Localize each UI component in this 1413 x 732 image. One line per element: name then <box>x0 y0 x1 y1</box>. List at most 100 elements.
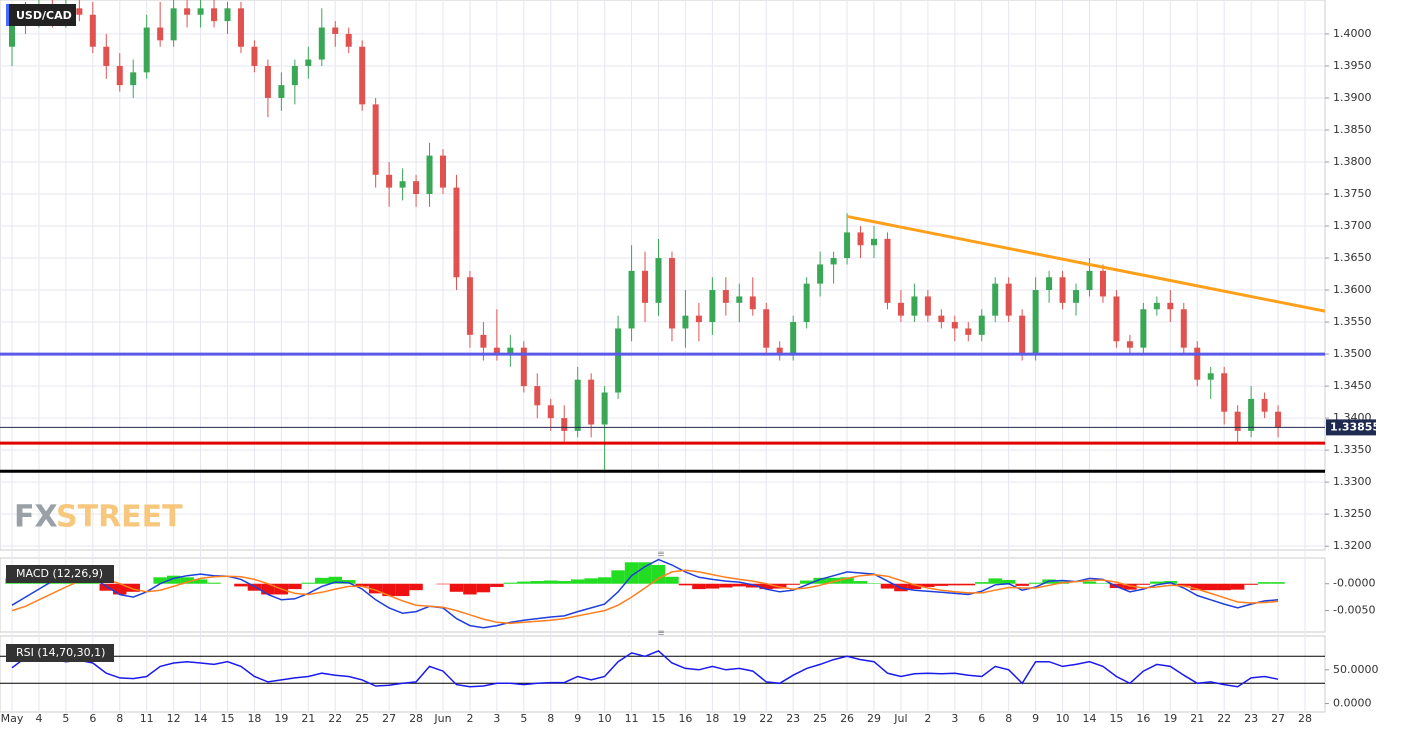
symbol-box <box>8 4 76 26</box>
candle-body <box>116 65 123 86</box>
candle-body <box>830 258 837 265</box>
candle-body <box>695 315 702 323</box>
x-tick-label: 19 <box>732 712 746 725</box>
macd-histogram-bar <box>921 583 935 587</box>
macd-histogram-bar <box>234 583 248 587</box>
candle-body <box>884 238 891 303</box>
candle-body <box>1046 277 1053 291</box>
candle-body <box>736 296 743 303</box>
macd-histogram-bar <box>1001 579 1016 584</box>
macd-histogram-bar <box>597 577 612 584</box>
candle-body <box>588 379 595 425</box>
candle-body <box>601 392 608 425</box>
macd-histogram-bar <box>126 583 140 592</box>
candle-body <box>763 309 770 348</box>
candle-body <box>951 322 958 329</box>
candle-body <box>978 315 985 335</box>
x-tick-label: 12 <box>167 712 181 725</box>
x-tick-label: 8 <box>547 712 554 725</box>
macd-histogram-bar <box>678 583 693 586</box>
macd-histogram-bar <box>113 583 127 595</box>
macd-label: MACD (12,26,9) <box>16 567 103 580</box>
y-tick-label: 1.3350 <box>1333 443 1372 456</box>
rsi-panel <box>0 635 1326 713</box>
x-tick-label: 19 <box>274 712 288 725</box>
panel-handle[interactable]: ≡ <box>657 550 665 560</box>
candle-body <box>668 258 675 329</box>
x-tick-label: 9 <box>1032 712 1039 725</box>
y-tick-label: 1.3250 <box>1333 507 1372 520</box>
macd-histogram-bar <box>503 582 518 584</box>
candle-body <box>965 328 972 335</box>
candle-body <box>1126 341 1133 348</box>
macd-histogram-bar <box>570 579 585 584</box>
candle-body <box>790 322 797 355</box>
candle-body <box>9 21 15 47</box>
candle-body <box>440 155 446 188</box>
candle-body <box>130 72 137 86</box>
y-tick-label: 50.0000 <box>1333 663 1379 676</box>
candle-body <box>1194 347 1201 380</box>
macd-histogram-bar <box>207 582 221 584</box>
candle-body <box>211 8 218 22</box>
candle-body <box>305 59 312 66</box>
x-tick-label: 18 <box>705 712 719 725</box>
y-tick-label: -0.0050 <box>1333 604 1375 617</box>
macd-histogram-bar <box>907 583 922 590</box>
y-tick-label: 1.3950 <box>1333 59 1372 72</box>
panel-handle[interactable]: ≡ <box>657 629 665 639</box>
candle-body <box>1153 302 1160 310</box>
y-tick-label: 1.3550 <box>1333 315 1372 328</box>
macd-histogram-bar <box>867 583 881 584</box>
x-tick-label: 10 <box>1056 712 1070 725</box>
candle-body <box>197 8 204 15</box>
macd-histogram-bar <box>382 583 396 597</box>
macd-histogram-bar <box>988 578 1002 584</box>
x-tick-label: 10 <box>598 712 612 725</box>
candle-body <box>89 14 96 47</box>
macd-histogram-bar <box>301 582 316 584</box>
x-tick-label: 18 <box>247 712 261 725</box>
macd-histogram-bar <box>436 583 450 585</box>
candle-body <box>372 104 379 175</box>
candle-body <box>480 334 487 348</box>
last-price-tag <box>1326 419 1376 436</box>
candle-body <box>426 155 433 195</box>
watermark-right: STREET <box>56 500 183 535</box>
candle-body <box>345 33 352 47</box>
x-tick-label: 28 <box>1298 712 1312 725</box>
candle-body <box>722 290 729 303</box>
macd-histogram-bar <box>719 583 733 588</box>
macd-histogram-bar <box>692 583 706 590</box>
y-tick-label: 1.3600 <box>1333 283 1372 296</box>
candle-body <box>413 181 420 195</box>
candle-body <box>1167 302 1174 310</box>
x-tick-label: 21 <box>301 712 315 725</box>
macd-histogram-bar <box>961 583 976 586</box>
macd-histogram-bar <box>611 570 625 584</box>
y-tick-label: 1.3900 <box>1333 91 1372 104</box>
y-tick-label: 1.3500 <box>1333 347 1372 360</box>
x-tick-label: 5 <box>520 712 527 725</box>
candle-body <box>1207 373 1214 380</box>
macd-histogram-bar <box>799 580 814 584</box>
macd-histogram-bar <box>786 583 800 585</box>
macd-histogram-bar <box>638 562 652 584</box>
macd-histogram-bar <box>665 576 679 584</box>
candle-body <box>103 46 110 66</box>
x-tick-label: 14 <box>194 712 208 725</box>
x-tick-label: 23 <box>1244 712 1258 725</box>
candle-body <box>1180 309 1187 348</box>
x-tick-label: 15 <box>221 712 235 725</box>
candle-body <box>574 379 581 431</box>
watermark-left: FX <box>14 500 58 535</box>
y-tick-label: 1.3700 <box>1333 219 1372 232</box>
macd-histogram-bar <box>1244 583 1258 585</box>
candle-body <box>628 270 635 329</box>
macd-histogram-bar <box>395 583 410 597</box>
macd-histogram-bar <box>544 580 558 584</box>
macd-histogram-bar <box>732 583 747 587</box>
x-tick-label: 8 <box>1005 712 1012 725</box>
x-tick-label: 26 <box>840 712 854 725</box>
